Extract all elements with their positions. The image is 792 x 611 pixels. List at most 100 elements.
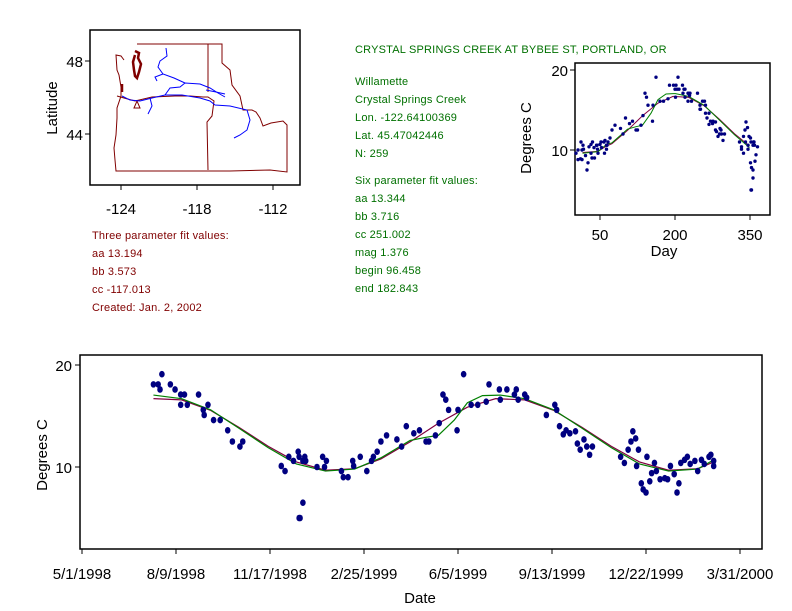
doy-data-point (682, 87, 686, 91)
doy-data-point (630, 119, 635, 123)
doy-data-point (752, 143, 757, 147)
doy-data-point (585, 168, 589, 172)
data-point (684, 453, 691, 461)
doy-data-point (650, 119, 655, 123)
data-point (321, 463, 328, 471)
doy-data-point (707, 111, 711, 115)
ts-y-label: Degrees C (34, 419, 51, 491)
data-point (224, 426, 231, 434)
ts-x-tick: 11/17/1998 (233, 566, 307, 583)
six-param-aa: aa 13.344 (355, 193, 406, 205)
data-point (454, 426, 460, 434)
doy-data-point (635, 128, 640, 132)
doy-data-point (753, 159, 757, 163)
data-point (445, 406, 452, 414)
doy-data-point (581, 147, 586, 151)
doy-data-point (643, 91, 647, 95)
doy-data-point (747, 134, 751, 139)
data-point (200, 406, 207, 414)
doy-data-point (604, 147, 609, 151)
data-point (349, 457, 356, 465)
data-point (486, 381, 492, 388)
doy-data-point (741, 151, 746, 155)
rivers (121, 47, 251, 139)
data-point (643, 489, 649, 496)
data-point (496, 386, 503, 393)
doy-data-point (673, 95, 678, 99)
doy-data-point (746, 147, 750, 151)
data-point (589, 443, 596, 450)
data-point (644, 453, 650, 461)
doy-data-point (608, 136, 612, 140)
three-param-aa: aa 13.194 (92, 248, 143, 260)
ts-frame (79, 354, 763, 550)
doy-data-point (671, 83, 676, 87)
data-point (181, 391, 188, 398)
data-point (460, 370, 467, 378)
doy-data-point (586, 161, 590, 165)
doy-x-tick: 200 (662, 227, 687, 244)
doy-data-point (698, 107, 702, 111)
map-x-tick: -124 (106, 201, 136, 218)
data-point (674, 489, 680, 496)
six-param-end: end 182.843 (355, 283, 419, 295)
data-point (556, 422, 563, 430)
map-axis-ticks (85, 60, 274, 190)
doy-ticks (570, 69, 751, 220)
data-point (237, 443, 243, 450)
data-point (513, 386, 520, 393)
data-point (667, 462, 674, 470)
doy-data-point (741, 134, 746, 139)
data-point (167, 381, 174, 388)
doy-data-point (623, 116, 628, 120)
data-point (708, 451, 714, 459)
data-point (440, 391, 446, 398)
data-point (577, 446, 583, 453)
data-point (217, 416, 223, 424)
doy-data-point (639, 123, 643, 127)
six-param-cc: cc 251.002 (355, 229, 411, 241)
doy-data-point (703, 103, 708, 107)
data-point (290, 457, 297, 465)
data-point (676, 480, 682, 487)
doy-data-point (748, 161, 753, 165)
data-point (694, 467, 701, 475)
data-point (278, 462, 285, 470)
data-point (468, 401, 474, 409)
data-point (455, 406, 461, 414)
doy-data-point (739, 147, 744, 151)
data-point (295, 448, 302, 456)
station-lon: Lon. -122.64100369 (355, 112, 458, 124)
data-point (432, 432, 439, 439)
doy-data-point (621, 132, 625, 136)
data-point (671, 470, 677, 478)
six-param-mag: mag 1.376 (355, 247, 409, 259)
data-point (543, 411, 550, 419)
doy-data-point (718, 126, 722, 131)
data-point (159, 370, 165, 378)
doy-data-point (751, 140, 756, 144)
ts-x-tick: 8/9/1998 (147, 566, 205, 583)
doy-data-point (676, 75, 680, 79)
data-point (239, 438, 246, 445)
data-point (567, 430, 573, 437)
doy-data-point (739, 145, 744, 149)
data-point (205, 401, 211, 409)
doy-data-point (576, 148, 580, 152)
doy-data-point (703, 111, 708, 115)
doy-data-point (710, 121, 715, 126)
data-point (474, 401, 481, 409)
doy-data-point (581, 143, 585, 147)
data-point (586, 451, 593, 459)
data-point (378, 438, 384, 445)
doy-data-point (590, 140, 595, 144)
data-point (701, 460, 708, 468)
doy-data-point (603, 138, 607, 143)
ts-x-tick: 2/25/1999 (331, 566, 398, 583)
data-point (370, 453, 377, 461)
data-point (632, 435, 639, 442)
doy-data-point (651, 103, 655, 107)
doy-y-tick: 20 (551, 63, 568, 80)
data-point (497, 396, 504, 403)
